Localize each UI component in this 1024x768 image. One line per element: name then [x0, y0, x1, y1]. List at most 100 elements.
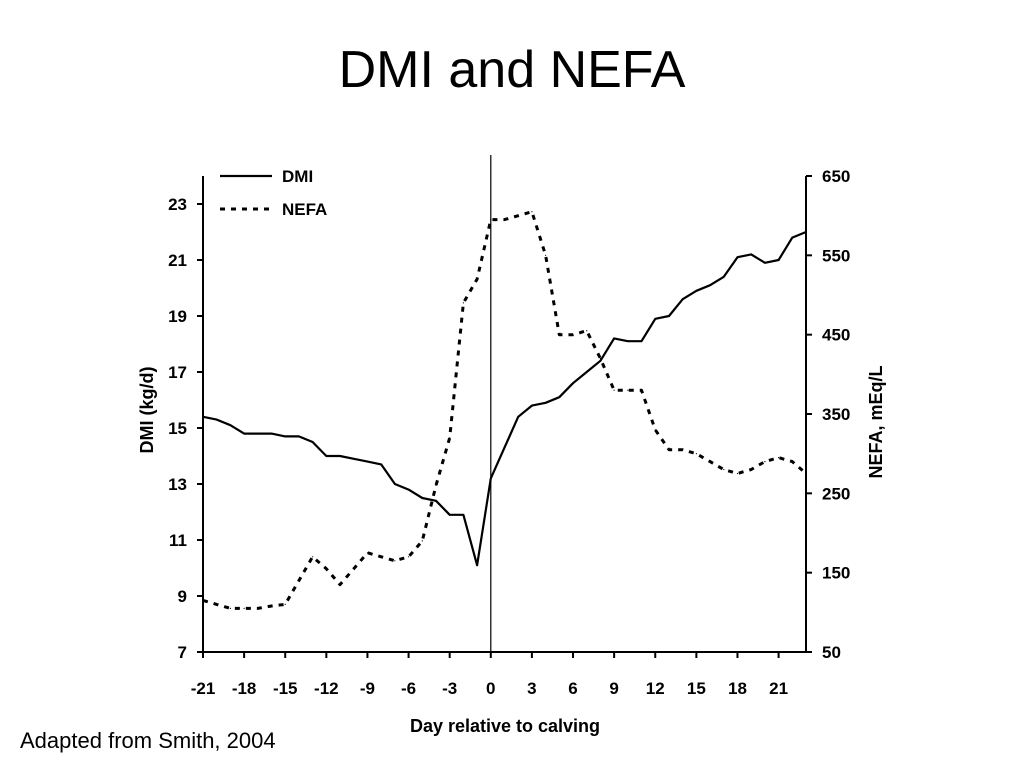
y-left-tick-label: 21	[168, 251, 187, 270]
data-point-nefa	[243, 607, 245, 610]
source-note: Adapted from Smith, 2004	[20, 728, 276, 753]
data-point-dmi	[778, 259, 780, 261]
data-point-nefa	[695, 453, 698, 455]
data-point-nefa	[682, 449, 684, 451]
series-line-dmi	[202, 230, 807, 567]
legend-label-dmi: DMI	[282, 167, 313, 186]
data-point-nefa	[408, 556, 410, 558]
axes-layer: 791113151719212350150250350450550650-21-…	[168, 155, 850, 698]
data-point-nefa	[503, 219, 506, 221]
data-point-dmi	[572, 382, 574, 384]
data-point-nefa	[476, 278, 478, 280]
data-point-nefa	[366, 552, 369, 554]
data-point-dmi	[202, 416, 204, 418]
x-tick-label: -3	[442, 679, 457, 698]
data-point-dmi	[791, 237, 793, 239]
y-left-tick-label: 11	[169, 531, 187, 550]
data-point-nefa	[668, 449, 670, 451]
data-point-dmi	[270, 433, 273, 435]
data-point-nefa	[640, 389, 643, 391]
data-point-dmi	[709, 284, 711, 286]
data-point-dmi	[408, 489, 410, 491]
data-point-dmi	[723, 276, 725, 278]
data-point-dmi	[805, 231, 807, 233]
x-tick-label: 15	[687, 679, 706, 698]
data-point-dmi	[476, 564, 478, 566]
data-point-dmi	[216, 419, 218, 421]
data-point-nefa	[791, 461, 793, 463]
data-point-dmi	[736, 256, 739, 258]
data-point-dmi	[613, 337, 615, 339]
data-point-nefa	[421, 540, 423, 542]
data-point-dmi	[257, 433, 259, 435]
data-point-dmi	[503, 447, 506, 449]
data-point-dmi	[490, 477, 492, 479]
data-point-nefa	[229, 607, 231, 610]
data-point-nefa	[270, 605, 273, 607]
data-point-dmi	[764, 262, 766, 264]
data-point-dmi	[243, 433, 245, 435]
y-right-tick-label: 350	[822, 405, 850, 424]
x-tick-label: 0	[486, 679, 495, 698]
data-point-nefa	[462, 302, 464, 304]
x-tick-label: 3	[527, 679, 536, 698]
data-point-nefa	[599, 357, 602, 360]
data-point-nefa	[709, 461, 711, 463]
x-tick-label: 6	[568, 679, 577, 698]
data-point-nefa	[216, 603, 218, 606]
data-point-dmi	[654, 318, 656, 320]
y-left-tick-label: 9	[178, 587, 187, 606]
legend-label-nefa: NEFA	[282, 200, 327, 219]
y-axis-left-title: DMI (kg/d)	[137, 367, 157, 454]
data-point-dmi	[421, 497, 423, 499]
series-layer	[202, 210, 807, 610]
data-point-dmi	[394, 483, 396, 485]
x-tick-label: 12	[646, 679, 665, 698]
data-point-dmi	[640, 340, 643, 342]
x-tick-label: -21	[191, 679, 216, 698]
x-tick-label: -15	[273, 679, 298, 698]
data-point-dmi	[298, 435, 300, 437]
data-point-nefa	[778, 457, 780, 459]
x-axis-title: Day relative to calving	[410, 716, 600, 736]
x-tick-label: 21	[769, 679, 788, 698]
data-point-nefa	[736, 472, 739, 475]
y-left-tick-label: 19	[168, 307, 187, 326]
data-point-dmi	[517, 416, 519, 418]
data-point-dmi	[668, 315, 670, 317]
data-point-nefa	[572, 334, 574, 336]
x-tick-label: -18	[232, 679, 257, 698]
data-point-nefa	[613, 389, 615, 391]
data-point-nefa	[764, 461, 766, 463]
x-tick-label: 9	[609, 679, 618, 698]
data-point-dmi	[435, 500, 437, 502]
data-point-dmi	[380, 463, 382, 465]
data-point-nefa	[312, 556, 314, 558]
data-point-nefa	[805, 472, 807, 475]
data-point-nefa	[750, 468, 752, 471]
y-right-tick-label: 150	[822, 564, 850, 583]
data-point-dmi	[284, 435, 286, 437]
data-point-nefa	[284, 603, 286, 606]
data-point-dmi	[449, 514, 451, 516]
y-left-tick-label: 7	[178, 643, 187, 662]
x-tick-label: -12	[314, 679, 339, 698]
data-point-dmi	[695, 290, 698, 292]
x-tick-label: -9	[360, 679, 375, 698]
data-point-nefa	[586, 330, 588, 332]
data-point-nefa	[298, 580, 300, 582]
data-point-nefa	[353, 568, 355, 570]
data-point-nefa	[325, 568, 327, 570]
x-tick-label: -6	[401, 679, 416, 698]
data-point-nefa	[394, 560, 396, 562]
legend: DMI NEFA	[220, 167, 327, 219]
data-point-nefa	[490, 219, 492, 221]
y-right-tick-label: 650	[822, 167, 850, 186]
data-point-nefa	[257, 607, 259, 610]
data-point-dmi	[353, 458, 355, 460]
data-point-nefa	[558, 334, 560, 336]
data-point-dmi	[462, 514, 464, 516]
data-point-dmi	[325, 455, 327, 457]
data-point-dmi	[339, 455, 341, 457]
data-point-nefa	[517, 215, 519, 217]
